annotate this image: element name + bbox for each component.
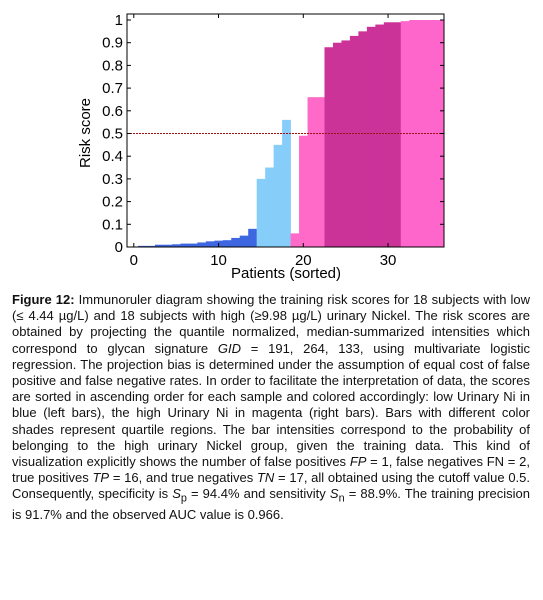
- bar: [248, 228, 257, 247]
- bar: [180, 243, 190, 247]
- bar: [358, 31, 368, 247]
- caption-text: = 1, false negatives FN = 2, true positi…: [12, 454, 530, 486]
- x-tick-label: 20: [295, 252, 312, 269]
- y-tick-label: 0.4: [102, 148, 123, 165]
- bar: [316, 97, 325, 248]
- bar: [307, 97, 317, 248]
- y-tick-label: 0.1: [102, 216, 123, 233]
- caption: Figure 12: Immunoruler diagram showing t…: [12, 292, 530, 523]
- bar: [256, 178, 266, 247]
- bar: [231, 237, 241, 247]
- bar: [341, 40, 351, 248]
- bar: [146, 245, 156, 247]
- bar: [332, 42, 342, 248]
- chart: Risk score Patients (sorted) 0 0.1 0.2 0.3 0…: [77, 12, 445, 282]
- bar: [383, 22, 393, 247]
- bar: [324, 47, 334, 247]
- caption-text: S: [329, 486, 339, 502]
- caption-text: FP: [349, 454, 367, 470]
- y-tick-label: 0.7: [102, 80, 123, 97]
- bar: [205, 241, 215, 247]
- bar: [197, 242, 207, 247]
- caption-text: GID: [217, 340, 242, 356]
- bar: [299, 135, 308, 247]
- bar: [239, 235, 249, 247]
- y-tick-label: 0.9: [102, 35, 123, 52]
- caption-text: n: [338, 493, 345, 506]
- caption-text: TN: [256, 470, 275, 486]
- y-tick-label: 0.5: [102, 126, 123, 143]
- caption-text: Immunoruler diagram showing the training…: [12, 292, 531, 356]
- caption-text: TP: [92, 470, 110, 486]
- bar: [273, 144, 283, 247]
- bar: [400, 21, 410, 248]
- caption-text: = 191, 264, 133, using multivariate logi…: [12, 340, 530, 470]
- y-axis-label: Risk score: [77, 98, 94, 168]
- x-tick-label: 10: [210, 252, 227, 269]
- y-tick-label: 0.8: [102, 57, 123, 74]
- y-tick-label: 0.2: [102, 194, 123, 211]
- bar: [188, 243, 198, 247]
- bar: [282, 119, 291, 247]
- caption-label: Figure 12:: [12, 292, 75, 307]
- x-axis-label: Patients (sorted): [231, 265, 341, 282]
- bar: [222, 240, 232, 247]
- x-tick-label: 0: [130, 252, 138, 269]
- y-tick-label: 0.6: [102, 103, 123, 120]
- bar: [163, 244, 173, 247]
- x-tick-label: 30: [380, 252, 397, 269]
- caption-text: p: [180, 493, 187, 506]
- caption-text: = 16, and true negatives: [109, 470, 257, 486]
- bar: [154, 244, 164, 247]
- bar: [138, 245, 147, 247]
- bar: [171, 244, 181, 247]
- caption-text: = 17, all obtained using the cutoff valu…: [12, 470, 530, 502]
- bar: [392, 22, 402, 247]
- caption-text: S: [172, 486, 181, 502]
- plot-frame: [126, 13, 445, 248]
- bar: [375, 24, 385, 248]
- y-tick-label: 0.3: [102, 171, 123, 188]
- caption-text: = 94.4% and sensitivity: [186, 486, 330, 502]
- y-tick-label: 0: [115, 239, 123, 256]
- bar: [290, 233, 300, 247]
- caption-text: = 88.9%. The training precision is 91.7%…: [12, 486, 530, 523]
- bar: [265, 167, 274, 247]
- y-tick-label: 1: [115, 12, 123, 29]
- bar: [349, 35, 359, 247]
- bar: [366, 26, 376, 248]
